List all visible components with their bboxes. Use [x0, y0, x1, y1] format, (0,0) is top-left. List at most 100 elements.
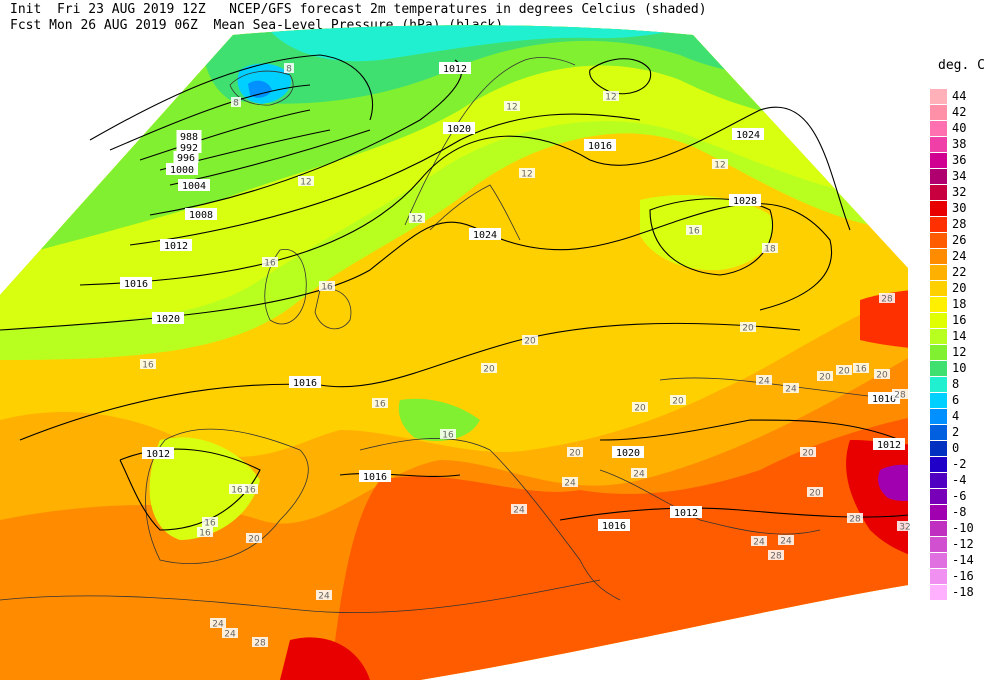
isobar-label-box: [598, 519, 630, 531]
legend-entry: 2: [930, 424, 990, 440]
isobar-label-box: [176, 130, 202, 142]
temperature-label: 16: [264, 259, 276, 269]
temperature-label: 24: [212, 620, 224, 630]
temperature-label: 28: [849, 515, 861, 525]
temperature-label-box: [768, 550, 784, 560]
temperature-label-box: [210, 618, 226, 628]
legend-entry: 36: [930, 152, 990, 168]
legend-label: 8: [952, 377, 960, 391]
temperature-label: 12: [411, 215, 422, 225]
legend-entry: 24: [930, 248, 990, 264]
legend-label: -12: [952, 537, 974, 551]
legend-entry: 42: [930, 104, 990, 120]
isobar-label-box: [670, 506, 702, 518]
temperature-label-box: [409, 213, 425, 223]
temperature-label: 24: [318, 592, 330, 602]
legend-swatch: [930, 153, 947, 168]
legend-entry: 28: [930, 216, 990, 232]
isobars: [0, 54, 909, 531]
temperature-label: 20: [876, 371, 888, 381]
temperature-label-box: [879, 293, 895, 303]
isobar-label: 1016: [588, 141, 612, 152]
temperature-label-box: [778, 535, 794, 545]
legend-entry: -4: [930, 472, 990, 488]
temperature-label-box: [231, 97, 241, 107]
temperature-label-box: [298, 176, 314, 186]
temperature-label-box: [242, 484, 258, 494]
legend-entry: 30: [930, 200, 990, 216]
temperature-label: 20: [524, 337, 536, 347]
legend-label: 6: [952, 393, 960, 407]
temperature-label: 16: [321, 283, 333, 293]
legend-label: 22: [952, 265, 967, 279]
legend-swatch: [930, 585, 947, 600]
isobar-label-box: [732, 128, 764, 140]
isobar-label-box: [160, 239, 192, 251]
legend-label: 40: [952, 121, 967, 135]
temperature-label-box: [252, 637, 268, 647]
legend-swatch: [930, 537, 947, 552]
temperature-label-box: [481, 363, 497, 373]
isobar-label: 1000: [170, 165, 194, 176]
temperature-label-box: [229, 484, 245, 494]
legend-label: -4: [952, 473, 967, 487]
isobar-label: 1008: [189, 210, 213, 221]
legend-label: -8: [952, 505, 967, 519]
isobar-label: 1024: [473, 230, 497, 241]
temperature-label-box: [603, 91, 619, 101]
temperature-label: 12: [506, 103, 517, 113]
temperature-label-box: [756, 375, 772, 385]
isobar-label-box: [166, 163, 198, 175]
temperature-label-box: [874, 369, 890, 379]
temperature-label: 18: [764, 245, 776, 255]
temperature-label: 28: [254, 639, 266, 649]
isobar-label: 1020: [156, 314, 180, 325]
temperature-label-box: [897, 521, 913, 531]
legend-entry: -12: [930, 536, 990, 552]
legend-swatch: [930, 265, 947, 280]
isobar-label: 1016: [293, 378, 317, 389]
isobar-label: 1028: [733, 196, 757, 207]
temperature-label: 20: [483, 365, 495, 375]
temperature-label: 20: [569, 449, 581, 459]
temperature-label: 24: [633, 470, 645, 480]
temperature-label: 24: [564, 479, 576, 489]
temperature-label: 8: [233, 99, 239, 109]
temperature-label-box: [740, 322, 756, 332]
temperature-label-box: [522, 335, 538, 345]
legend-label: 0: [952, 441, 960, 455]
legend-entry: 18: [930, 296, 990, 312]
legend-swatch: [930, 313, 947, 328]
temperature-label: 20: [672, 397, 684, 407]
legend-label: 18: [952, 297, 967, 311]
isobar-label-box: [439, 62, 471, 74]
legend-swatch: [930, 105, 947, 120]
legend-swatch: [930, 409, 947, 424]
legend-entry: -14: [930, 552, 990, 568]
temperature-label-box: [807, 487, 823, 497]
temperature-label: 16: [142, 361, 154, 371]
legend-title: deg. C: [938, 58, 985, 73]
isobar-label: 996: [177, 153, 195, 164]
temperature-label-box: [511, 504, 527, 514]
temperature-label-box: [712, 159, 728, 169]
legend-label: -14: [952, 553, 974, 567]
temperature-label: 28: [881, 295, 893, 305]
legend-entry: 38: [930, 136, 990, 152]
temperature-label: 20: [838, 367, 850, 377]
temperature-label-box: [847, 513, 863, 523]
isobar-label: 1012: [164, 241, 188, 252]
temperature-label: 16: [199, 529, 211, 539]
isobar-label-box: [152, 312, 184, 324]
legend-entry: 22: [930, 264, 990, 280]
isobar-label-box: [612, 446, 644, 458]
temperature-label-box: [519, 168, 535, 178]
legend-swatch: [930, 393, 947, 408]
legend-label: 12: [952, 345, 967, 359]
isobar-label: 992: [180, 143, 198, 154]
legend-swatch: [930, 169, 947, 184]
temperature-label: 12: [605, 93, 616, 103]
isobar-label: 1016: [124, 279, 148, 290]
legend-entry: 0: [930, 440, 990, 456]
temperature-label: 16: [374, 400, 386, 410]
